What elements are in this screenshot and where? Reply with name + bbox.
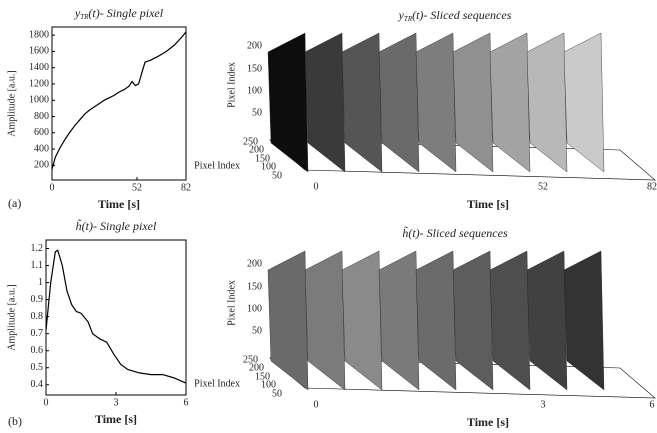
y-tick-label: 0.6 (31, 345, 44, 356)
slice (378, 32, 420, 173)
y-tick-label: 0.9 (31, 294, 44, 305)
plot-frame (45, 239, 187, 396)
slice (378, 250, 420, 391)
panel-label: (b) (8, 414, 22, 428)
title-rest: (t)- Sliced sequences (412, 8, 512, 22)
y-axis-label: Amplitude [a.u.] (6, 70, 17, 136)
plot-frame (51, 26, 187, 181)
y-tick-label: 0.4 (31, 379, 44, 390)
y-tick-label: 0.7 (31, 328, 44, 339)
slice (489, 32, 531, 173)
y-tick-label: 1400 (29, 62, 49, 73)
x-tick-label: 0 (44, 397, 49, 408)
x-tick-label: 6 (184, 397, 189, 408)
y-tick-label: 1 (38, 277, 43, 288)
depth-tick-label: 250 (243, 354, 258, 365)
title-var: y (398, 8, 405, 22)
y-tick-label: 800 (34, 111, 49, 122)
slice (267, 250, 309, 391)
y-tick-label: 50 (252, 107, 262, 118)
slice (267, 32, 309, 173)
y-tick-label: 1000 (29, 95, 49, 106)
panel-title: yTR(t)- Sliced sequences (398, 8, 512, 23)
title-sub: TR (80, 13, 89, 21)
y-tick-label: 1.2 (31, 243, 44, 254)
depth-tick-label: 150 (255, 153, 270, 164)
time-tick-label: 82 (647, 181, 657, 192)
depth-tick-label: 50 (272, 170, 282, 181)
slice (489, 250, 531, 391)
depth-tick-label: 100 (261, 379, 276, 390)
time-axis-label: Time [s] (467, 197, 509, 211)
depth-tick-label: 50 (272, 388, 282, 399)
slice (341, 250, 383, 391)
panel-title: yTR(t)- Single pixel (74, 6, 164, 21)
y-tick-label: 200 (34, 160, 49, 171)
y-tick-label: 150 (247, 281, 262, 292)
slice (563, 32, 605, 173)
x-axis-label: Time [s] (95, 412, 137, 426)
title-var: h̃ (402, 225, 408, 239)
title-var: h̃ (76, 218, 82, 232)
y-tick-label: 0.8 (31, 311, 44, 322)
y-tick-label: 1.1 (31, 260, 44, 271)
time-tick-label: 6 (650, 399, 655, 410)
depth-tick-label: 200 (249, 362, 264, 373)
slice (452, 250, 494, 391)
slice (304, 250, 346, 391)
title-rest: (t)- Single pixel (88, 6, 163, 20)
y-tick-label: 200 (247, 40, 262, 51)
y-tick-label: 1200 (29, 78, 49, 89)
depth-tick-label: 250 (243, 136, 258, 147)
panel-title: h̃(t)- Single pixel (76, 218, 157, 232)
x-tick-label: 82 (181, 182, 191, 193)
time-tick-label: 0 (314, 181, 319, 192)
data-line (51, 31, 187, 170)
slice (563, 250, 605, 391)
title-rest: (t)- Single pixel (82, 219, 157, 233)
panel-label: (a) (8, 196, 21, 210)
y-tick-label: 600 (34, 127, 49, 138)
depth-tick-label: 150 (255, 371, 270, 382)
time-tick-label: 52 (538, 181, 548, 192)
slice (304, 32, 346, 173)
slice (341, 32, 383, 173)
time-axis-label: Time [s] (467, 415, 509, 429)
slice (415, 250, 457, 391)
slice (526, 32, 568, 173)
depth-axis-label: Pixel Index (194, 160, 240, 171)
title-var: y (74, 6, 81, 20)
slice (526, 250, 568, 391)
title-rest: (t)- Sliced sequences (408, 226, 508, 240)
x-tick-label: 3 (114, 397, 119, 408)
time-tick-label: 3 (541, 399, 546, 410)
y-tick-label: 50 (252, 325, 262, 336)
y-tick-label: 1600 (29, 46, 49, 57)
y-axis-label: Amplitude [a.u.] (6, 284, 17, 350)
y-tick-label: 200 (247, 258, 262, 269)
depth-axis-label: Pixel Index (194, 378, 240, 389)
depth-tick-label: 200 (249, 144, 264, 155)
y-tick-label: 100 (247, 303, 262, 314)
x-tick-label: 52 (132, 182, 142, 193)
y-tick-label: 0.5 (31, 362, 44, 373)
y-tick-label: 1800 (29, 29, 49, 40)
x-tick-label: 0 (50, 182, 55, 193)
panel-title: h̃(t)- Sliced sequences (402, 225, 508, 239)
slice (452, 32, 494, 173)
title-sub: TR (404, 15, 413, 23)
y-tick-label: 100 (247, 85, 262, 96)
slice (415, 32, 457, 173)
y-tick-label: 150 (247, 63, 262, 74)
y-axis-label: Pixel Index (226, 280, 237, 326)
y-tick-label: 400 (34, 143, 49, 154)
data-line (45, 249, 187, 384)
time-tick-label: 0 (314, 399, 319, 410)
depth-tick-label: 100 (261, 161, 276, 172)
y-axis-label: Pixel Index (226, 62, 237, 108)
x-axis-label: Time [s] (98, 197, 140, 211)
